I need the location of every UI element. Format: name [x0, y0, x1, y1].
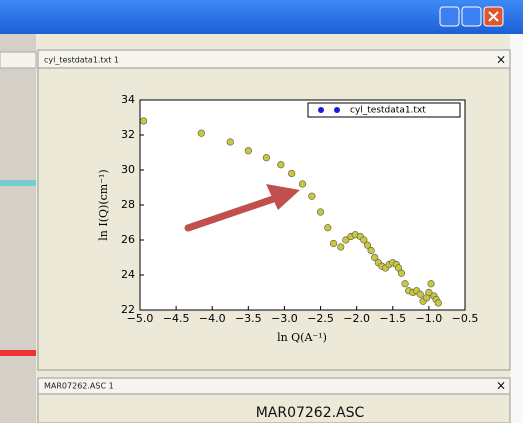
x-axis-label: ln Q(A⁻¹)	[277, 331, 327, 344]
point	[397, 269, 406, 277]
x-tick-label: −2.0	[343, 312, 370, 325]
point	[427, 280, 435, 288]
y-tick-label: 22	[121, 303, 135, 316]
point	[329, 239, 338, 248]
panel-title: cyl_testdata1.txt 1	[44, 56, 119, 65]
title-bar	[0, 0, 523, 34]
arrow-shaft	[184, 192, 286, 232]
point	[371, 253, 379, 262]
point	[425, 288, 433, 297]
point	[367, 246, 375, 255]
point	[324, 224, 332, 232]
point	[308, 192, 316, 200]
x-tick-label: −1.0	[416, 312, 443, 325]
point	[342, 236, 350, 244]
x-tick-label: −3.0	[271, 312, 298, 325]
legend-marker	[334, 107, 340, 113]
y-tick-label: 26	[121, 233, 135, 246]
axes	[139, 99, 466, 311]
point	[434, 299, 442, 307]
close-icon	[488, 11, 499, 22]
left-pane	[0, 34, 36, 423]
second-panel-title: MAR07262.ASC 1	[44, 382, 114, 391]
y-tick-label: 24	[121, 268, 135, 281]
x-tick-label: −3.5	[235, 312, 262, 325]
y-tick-label: 30	[121, 163, 135, 176]
point	[197, 129, 205, 137]
panel-close[interactable]: ×	[496, 53, 506, 67]
point	[416, 290, 424, 298]
maximize-button[interactable]	[461, 6, 482, 27]
point	[360, 236, 368, 244]
second-panel-heading: MAR07262.ASC	[256, 405, 365, 421]
minimize-button[interactable]	[439, 6, 460, 27]
left-stripe	[0, 180, 36, 186]
point	[262, 154, 270, 162]
point	[337, 243, 345, 251]
x-tick-label: −5.0	[127, 312, 154, 325]
x-tick-label: −0.5	[452, 312, 479, 325]
point	[288, 169, 296, 178]
left-stripe-red	[0, 350, 36, 356]
point	[363, 241, 372, 249]
point	[140, 117, 148, 125]
legend-box	[307, 102, 461, 118]
panel-header	[37, 49, 511, 69]
point	[226, 138, 234, 146]
legend-label: cyl_testdata1.txt	[350, 106, 426, 116]
left-tab	[0, 51, 37, 69]
second-panel-close[interactable]: ×	[496, 379, 506, 393]
point	[244, 147, 252, 155]
y-tick-label: 28	[121, 198, 135, 211]
x-tick-label: −2.5	[307, 312, 334, 325]
point	[277, 161, 285, 169]
legend-marker	[318, 107, 324, 113]
second-panel-header	[37, 377, 511, 395]
x-tick-label: −4.5	[163, 312, 190, 325]
x-tick-label: −1.5	[379, 312, 406, 325]
y-tick-label: 32	[121, 128, 135, 141]
arrow-head	[266, 184, 300, 210]
point	[401, 280, 409, 288]
point	[316, 208, 325, 216]
y-axis-label: ln I(Q)(cm⁻¹)	[97, 169, 110, 240]
y-tick-label: 34	[121, 93, 135, 106]
point	[298, 180, 307, 188]
x-tick-label: −4.0	[199, 312, 226, 325]
right-pane	[510, 34, 523, 423]
